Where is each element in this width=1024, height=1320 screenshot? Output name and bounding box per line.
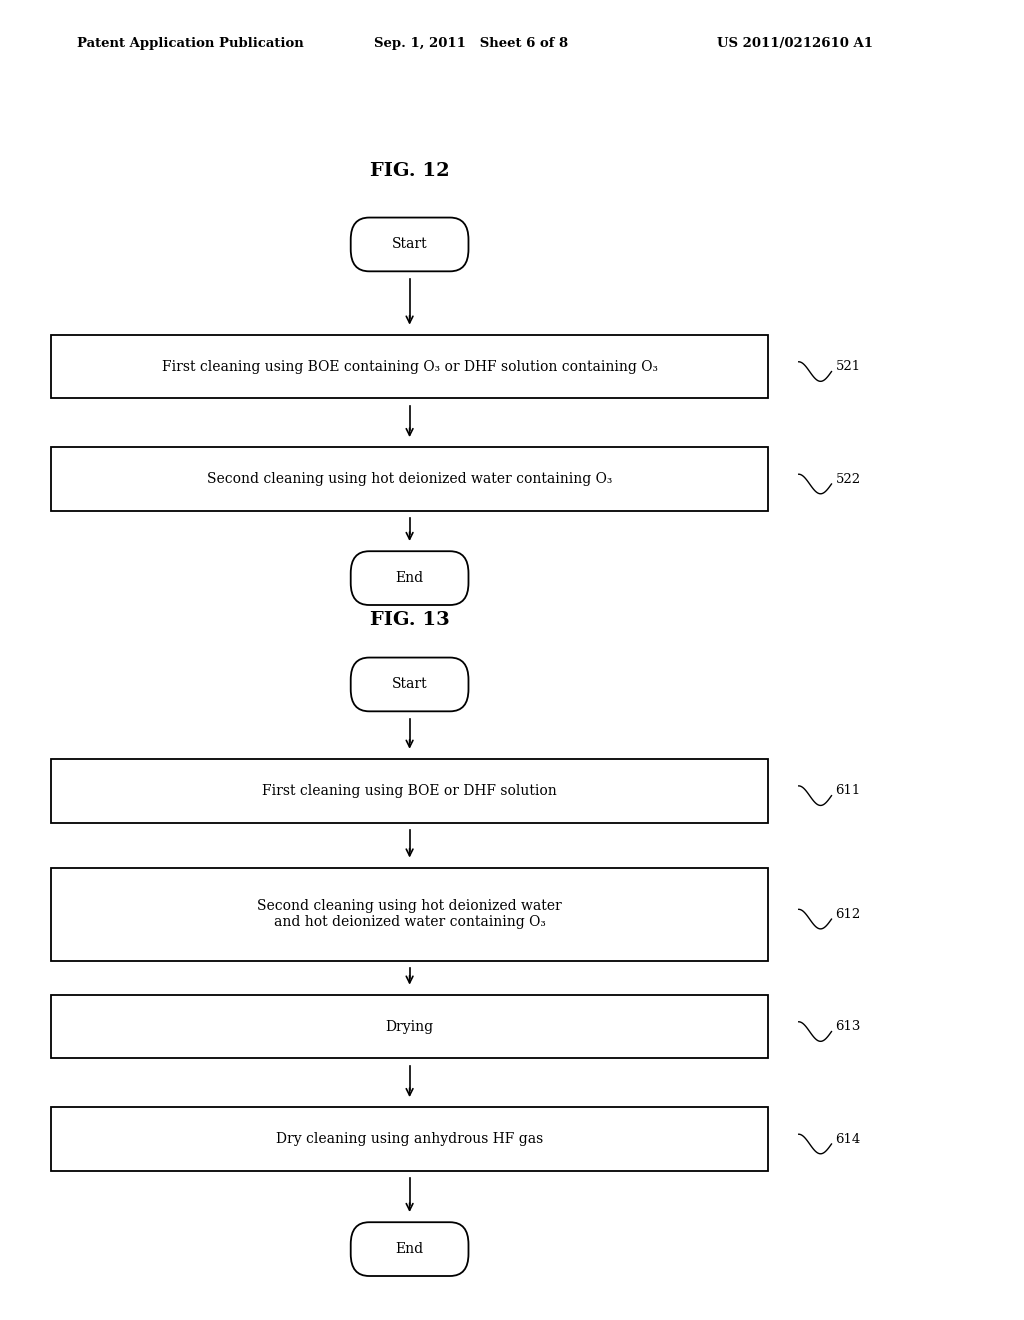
FancyBboxPatch shape <box>350 1222 469 1276</box>
Text: 611: 611 <box>836 784 861 797</box>
Text: Start: Start <box>392 677 427 692</box>
FancyBboxPatch shape <box>350 218 469 272</box>
Text: US 2011/0212610 A1: US 2011/0212610 A1 <box>717 37 872 50</box>
Text: Sep. 1, 2011   Sheet 6 of 8: Sep. 1, 2011 Sheet 6 of 8 <box>374 37 568 50</box>
Text: Dry cleaning using anhydrous HF gas: Dry cleaning using anhydrous HF gas <box>276 1133 543 1146</box>
Text: 612: 612 <box>836 908 861 921</box>
Text: 522: 522 <box>836 473 861 486</box>
Text: Patent Application Publication: Patent Application Publication <box>77 37 303 50</box>
Text: First cleaning using BOE containing O₃ or DHF solution containing O₃: First cleaning using BOE containing O₃ o… <box>162 359 657 374</box>
Text: Drying: Drying <box>386 1019 433 1034</box>
Text: 521: 521 <box>836 360 861 374</box>
Text: End: End <box>395 1242 424 1257</box>
Bar <box>51 335 768 399</box>
FancyBboxPatch shape <box>350 657 469 711</box>
Text: FIG. 13: FIG. 13 <box>370 611 450 628</box>
Bar <box>51 867 768 961</box>
Text: FIG. 12: FIG. 12 <box>370 162 450 180</box>
Text: Start: Start <box>392 238 427 251</box>
Text: First cleaning using BOE or DHF solution: First cleaning using BOE or DHF solution <box>262 784 557 797</box>
Bar <box>51 995 768 1059</box>
Text: 613: 613 <box>836 1020 861 1034</box>
Text: 614: 614 <box>836 1133 861 1146</box>
FancyBboxPatch shape <box>350 552 469 605</box>
Bar <box>51 447 768 511</box>
Text: Second cleaning using hot deionized water containing O₃: Second cleaning using hot deionized wate… <box>207 473 612 486</box>
Text: End: End <box>395 572 424 585</box>
Bar <box>51 1107 768 1171</box>
Text: Second cleaning using hot deionized water
and hot deionized water containing O₃: Second cleaning using hot deionized wate… <box>257 899 562 929</box>
Bar <box>51 759 768 822</box>
